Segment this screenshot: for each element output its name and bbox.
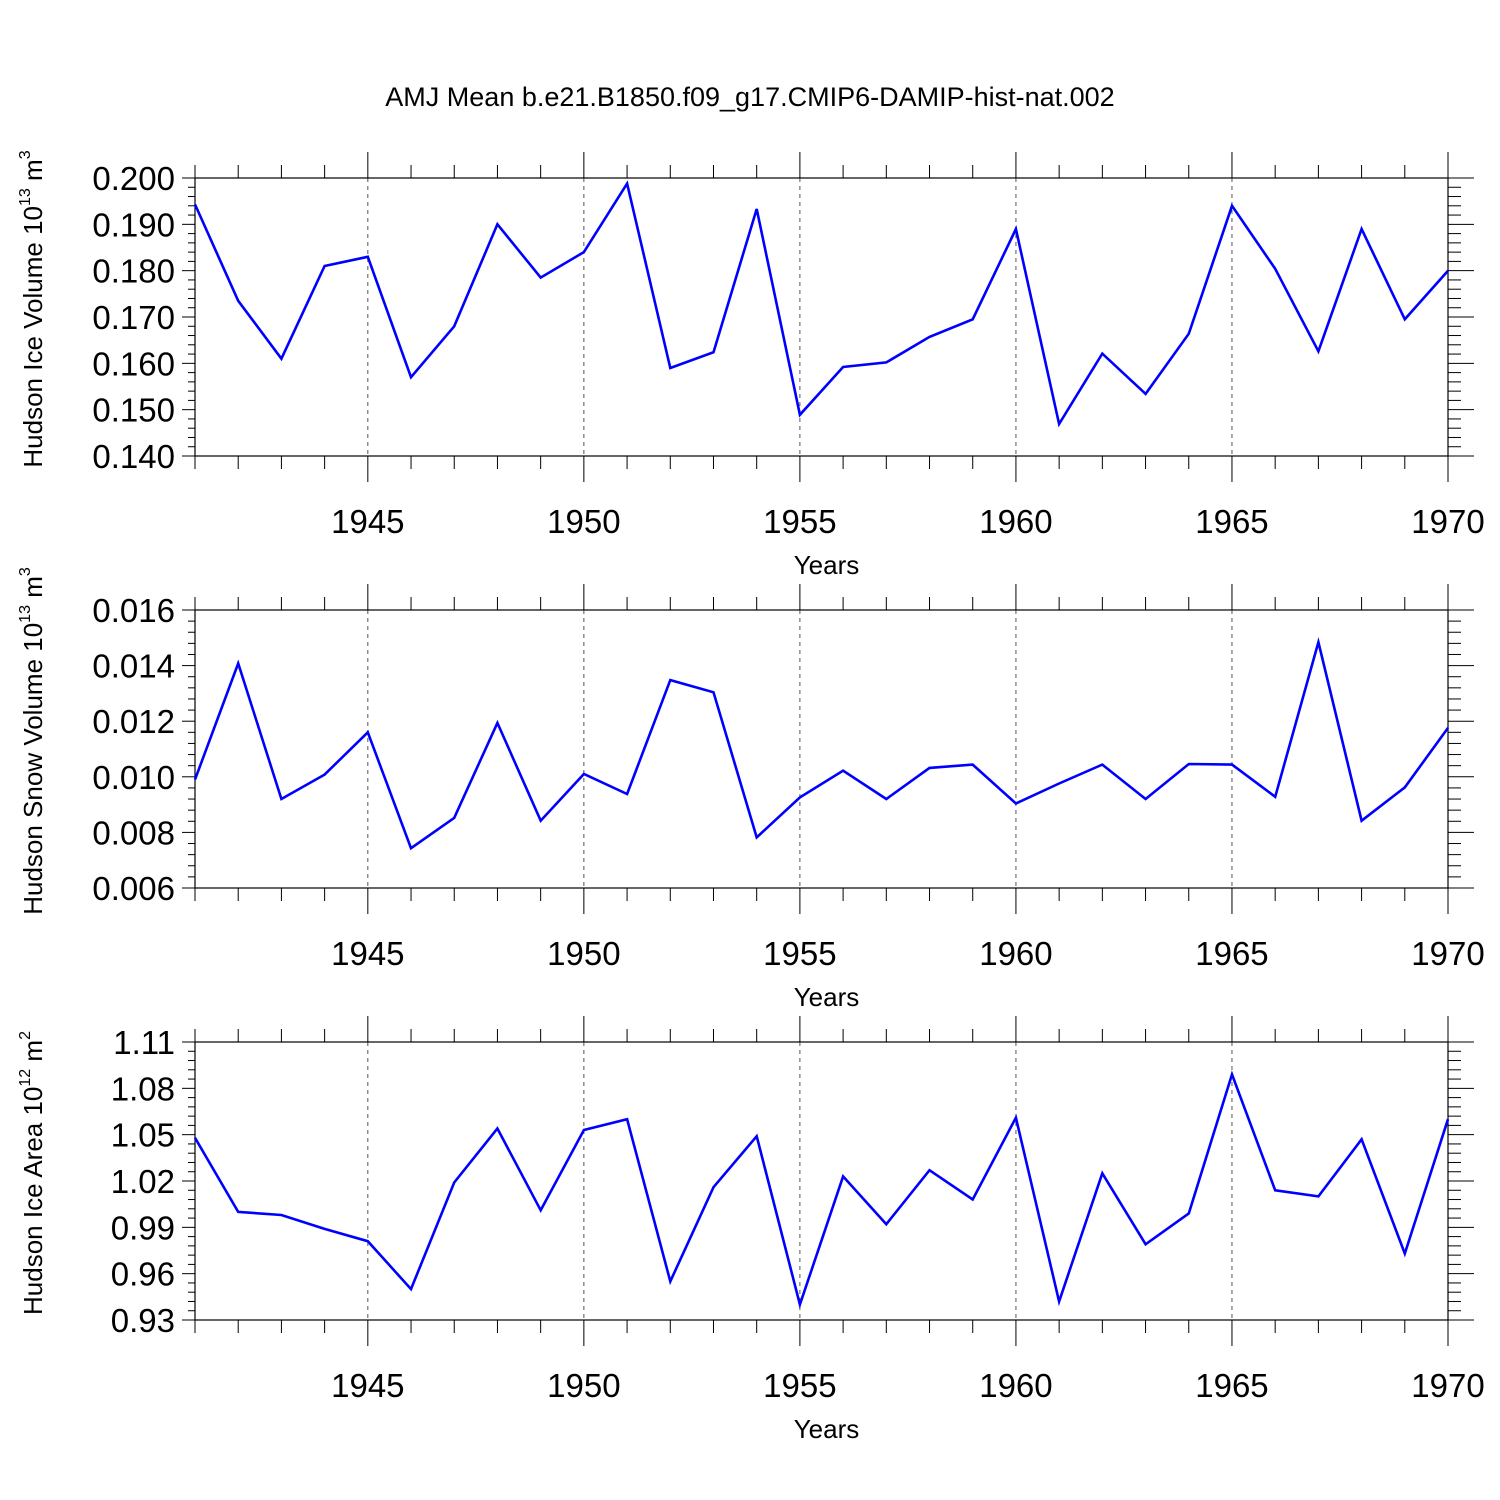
- x-tick-label: 1950: [547, 935, 620, 972]
- y-tick-label: 1.11: [113, 1024, 175, 1061]
- y-axis-title-part: m: [18, 159, 48, 188]
- x-tick-label: 1965: [1195, 1367, 1268, 1404]
- series-line: [193, 1070, 1450, 1310]
- plot-frame: [194, 1041, 1449, 1321]
- series-line: [193, 180, 1449, 428]
- x-axis-title: Years: [794, 550, 860, 580]
- y-tick-label: 0.96: [111, 1256, 175, 1293]
- y-tick-label: 0.200: [92, 160, 175, 197]
- x-tick-label: 1955: [763, 935, 836, 972]
- y-axis-title-superscript: 3: [17, 150, 34, 159]
- y-tick-label: 0.010: [92, 759, 175, 796]
- x-tick-label: 1950: [547, 503, 620, 540]
- x-tick-label: 1955: [763, 503, 836, 540]
- x-tick-label: 1945: [331, 503, 404, 540]
- panel-2: 0.006 0.008 0.010 0.012 0.014 0.016 1945 1950 19…: [17, 567, 1485, 1012]
- x-tick-label: 1965: [1195, 935, 1268, 972]
- y-tick-label: 1.05: [111, 1117, 175, 1154]
- y-tick-label: 0.160: [92, 345, 175, 382]
- y-axis-title-part: Hudson Ice Volume 10: [18, 206, 48, 468]
- x-axis-title: Years: [794, 982, 860, 1012]
- y-tick-label: 0.93: [111, 1302, 175, 1339]
- x-tick-label: 1970: [1411, 503, 1484, 540]
- y-tick-label: 0.014: [92, 648, 175, 685]
- plot-frame: [194, 177, 1449, 457]
- y-axis-title: Hudson Ice Volume 1013 m3: [17, 150, 48, 467]
- x-tick-label: 1970: [1411, 1367, 1484, 1404]
- y-tick-label: 0.140: [92, 438, 175, 475]
- x-tick-label: 1960: [979, 935, 1052, 972]
- x-tick-label: 1960: [979, 1367, 1052, 1404]
- y-tick-label: 0.99: [111, 1209, 175, 1246]
- y-tick-label: 0.180: [92, 253, 175, 290]
- panel-3: 0.93 0.96 0.99 1.02 1.05 1.08 1.11 1945 1950 1955…: [17, 1016, 1485, 1444]
- x-tick-label: 1960: [979, 503, 1052, 540]
- y-tick-label: 1.08: [111, 1070, 175, 1107]
- y-axis-title-superscript: 13: [17, 188, 34, 206]
- y-axis-title: Hudson Ice Area 1012 m2: [17, 1031, 48, 1315]
- y-axis-title-part: m: [18, 1040, 48, 1069]
- series-line: [193, 637, 1450, 851]
- y-axis-title-superscript: 3: [17, 567, 34, 576]
- y-tick-label: 0.012: [92, 703, 175, 740]
- x-tick-label: 1955: [763, 1367, 836, 1404]
- y-tick-label: 0.150: [92, 392, 175, 429]
- y-tick-label: 0.190: [92, 206, 175, 243]
- x-tick-label: 1970: [1411, 935, 1484, 972]
- chart-title: AMJ Mean b.e21.B1850.f09_g17.CMIP6-DAMIP…: [385, 82, 1114, 112]
- y-axis-title-superscript: 2: [17, 1031, 34, 1040]
- y-tick-label: 0.170: [92, 299, 175, 336]
- x-tick-label: 1950: [547, 1367, 620, 1404]
- x-axis-title: Years: [794, 1414, 860, 1444]
- y-tick-label: 0.008: [92, 814, 175, 851]
- y-axis-title-part: Hudson Ice Area 10: [18, 1087, 48, 1315]
- y-axis-title-part: m: [18, 576, 48, 605]
- y-axis-title-superscript: 12: [17, 1069, 34, 1087]
- y-axis-title-part: Hudson Snow Volume 10: [18, 623, 48, 915]
- y-tick-label: 0.006: [92, 870, 175, 907]
- y-axis-title-superscript: 13: [17, 605, 34, 623]
- panel-1: 0.140 0.150 0.160 0.170 0.180 0.190 0.200 1945 1…: [17, 150, 1485, 580]
- y-tick-label: 1.02: [111, 1163, 175, 1200]
- y-tick-label: 0.016: [92, 592, 175, 629]
- plot-frame: [194, 609, 1449, 889]
- x-tick-label: 1945: [331, 1367, 404, 1404]
- x-tick-label: 1945: [331, 935, 404, 972]
- x-tick-label: 1965: [1195, 503, 1268, 540]
- y-axis-title: Hudson Snow Volume 1013 m3: [17, 567, 48, 915]
